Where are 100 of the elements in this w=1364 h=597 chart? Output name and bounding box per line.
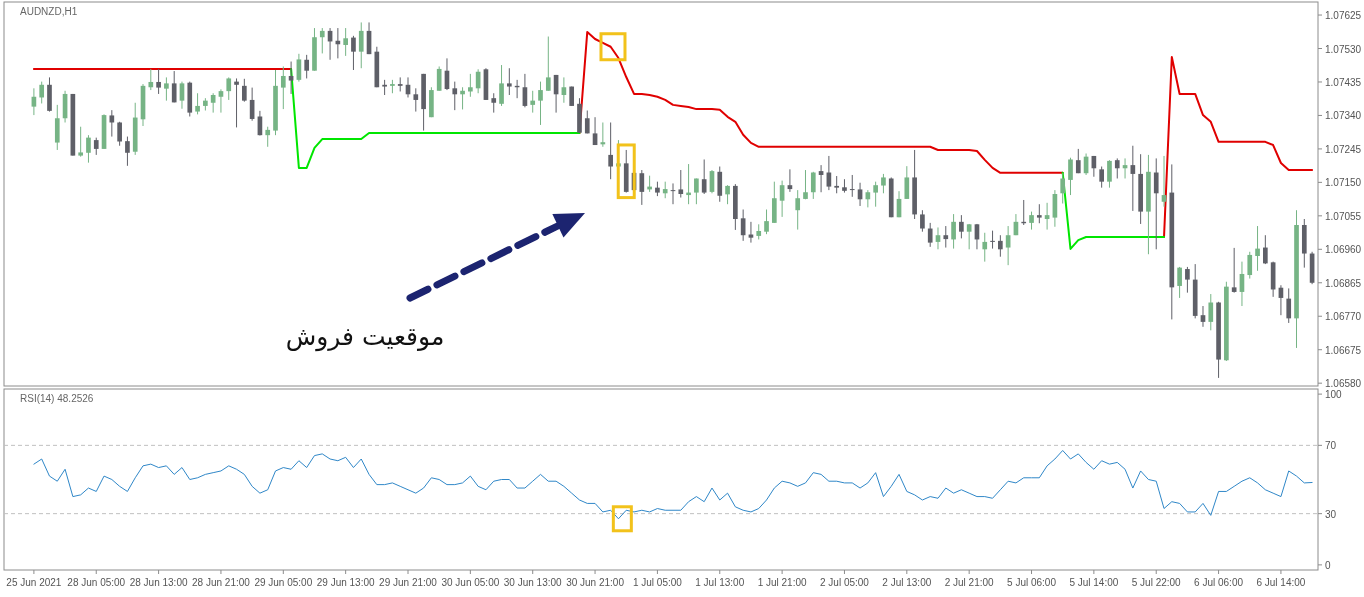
candlestick [452,81,458,111]
candlestick [795,189,801,231]
x-tick-label: 5 Jul 14:00 [1069,577,1119,588]
candlestick [195,92,200,115]
y-tick-label: 1.07150 [1325,177,1362,189]
candlestick [701,158,707,195]
candlestick [436,65,442,92]
y-tick-label: 30 [1325,508,1337,520]
y-tick-label: 1.07530 [1325,43,1362,55]
candlestick [351,35,356,71]
candlestick [881,173,886,194]
candlestick [1177,266,1182,299]
candlestick [491,92,497,114]
x-tick-label: 29 Jun 13:00 [316,577,376,588]
candlestick [1231,247,1237,294]
candlestick [1286,287,1292,324]
candlestick [608,121,613,180]
x-tick-label: 2 Jul 13:00 [882,577,932,588]
candlestick [1114,157,1120,179]
y-tick-label: 1.07055 [1325,210,1362,222]
x-tick-label: 6 Jul 06:00 [1194,577,1244,588]
candlestick [1005,225,1011,266]
candlestick [125,136,130,167]
candlestick [1075,148,1081,174]
candlestick [1161,155,1167,208]
candlestick [538,81,543,126]
y-tick-label: 1.06960 [1325,244,1362,256]
candlestick [904,165,910,200]
candlestick [1068,157,1073,196]
y-tick-label: 1.07435 [1325,76,1362,88]
y-tick-label: 1.07245 [1325,143,1362,155]
candlestick [810,171,816,200]
chart-title: AUDNZD,H1 [20,6,78,17]
y-tick-label: 1.06770 [1325,311,1362,323]
candlestick [226,76,232,101]
candlestick [927,222,933,248]
candlestick [242,78,247,103]
candlestick [304,54,310,79]
annotation: موقعیت فروش [285,322,445,352]
candlestick [966,223,972,250]
y-tick-label: 1.06675 [1325,344,1362,356]
y-tick-label: 1.06580 [1325,378,1362,390]
candlestick [639,169,645,206]
candlestick [234,77,239,128]
x-tick-label: 29 Jun 05:00 [254,577,313,588]
candlestick [86,134,91,164]
x-tick-label: 5 Jul 06:00 [1007,577,1057,588]
candlestick [1255,225,1260,272]
y-tick-label: 100 [1325,389,1343,401]
candlestick [171,70,177,103]
x-tick-label: 5 Jul 22:00 [1131,577,1182,588]
x-tick-label: 29 Jun 21:00 [379,577,438,588]
candlestick [545,36,551,92]
x-tick-label: 28 Jun 21:00 [192,577,251,588]
x-tick-label: 30 Jun 05:00 [441,577,500,588]
candlestick [959,214,964,239]
candlestick [717,166,723,203]
candlestick [280,65,286,110]
candlestick [1247,251,1253,280]
x-tick-label: 28 Jun 13:00 [129,577,188,588]
candlestick [803,169,808,200]
candlestick [78,126,83,158]
x-tick-label: 30 Jun 21:00 [566,577,625,588]
candlestick [849,174,855,198]
candlestick [1099,166,1105,189]
candlestick [943,225,949,249]
candlestick [920,209,925,233]
candlestick [343,27,348,57]
candlestick [460,86,465,110]
x-tick-label: 2 Jul 05:00 [820,577,870,588]
x-tick-label: 25 Jun 2021 [6,577,62,588]
candlestick [148,68,154,91]
candlestick [218,88,224,114]
candlestick [1208,293,1214,331]
candlestick [358,21,364,69]
x-tick-label: 6 Jul 14:00 [1256,577,1306,588]
y-tick-label: 1.07340 [1325,110,1362,122]
candlestick [530,90,536,114]
candlestick [1060,172,1066,205]
candlestick [725,184,730,205]
candlestick [678,169,684,199]
candlestick [1107,159,1112,189]
x-tick-label: 1 Jul 05:00 [632,577,683,588]
candlestick [951,213,956,250]
candlestick [1153,157,1159,250]
candlestick [265,126,271,148]
candlestick [764,209,769,235]
candlestick [506,67,512,96]
candlestick [413,87,419,113]
candlestick [935,226,941,250]
candlestick [873,181,878,208]
candlestick [39,81,45,104]
candlestick [156,68,161,95]
x-tick-label: 30 Jun 13:00 [503,577,563,588]
candlestick [288,61,294,95]
candlestick [990,230,995,250]
candlestick [982,232,988,263]
x-tick-label: 2 Jul 21:00 [944,577,995,588]
y-tick-label: 1.07625 [1325,10,1362,22]
candlestick [694,178,699,205]
